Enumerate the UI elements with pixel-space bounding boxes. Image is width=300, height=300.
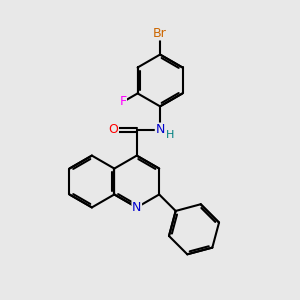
Text: Br: Br (153, 27, 167, 40)
Text: O: O (109, 123, 118, 136)
Text: H: H (166, 130, 175, 140)
Text: N: N (132, 201, 141, 214)
Text: F: F (119, 95, 126, 108)
Text: N: N (155, 123, 165, 136)
